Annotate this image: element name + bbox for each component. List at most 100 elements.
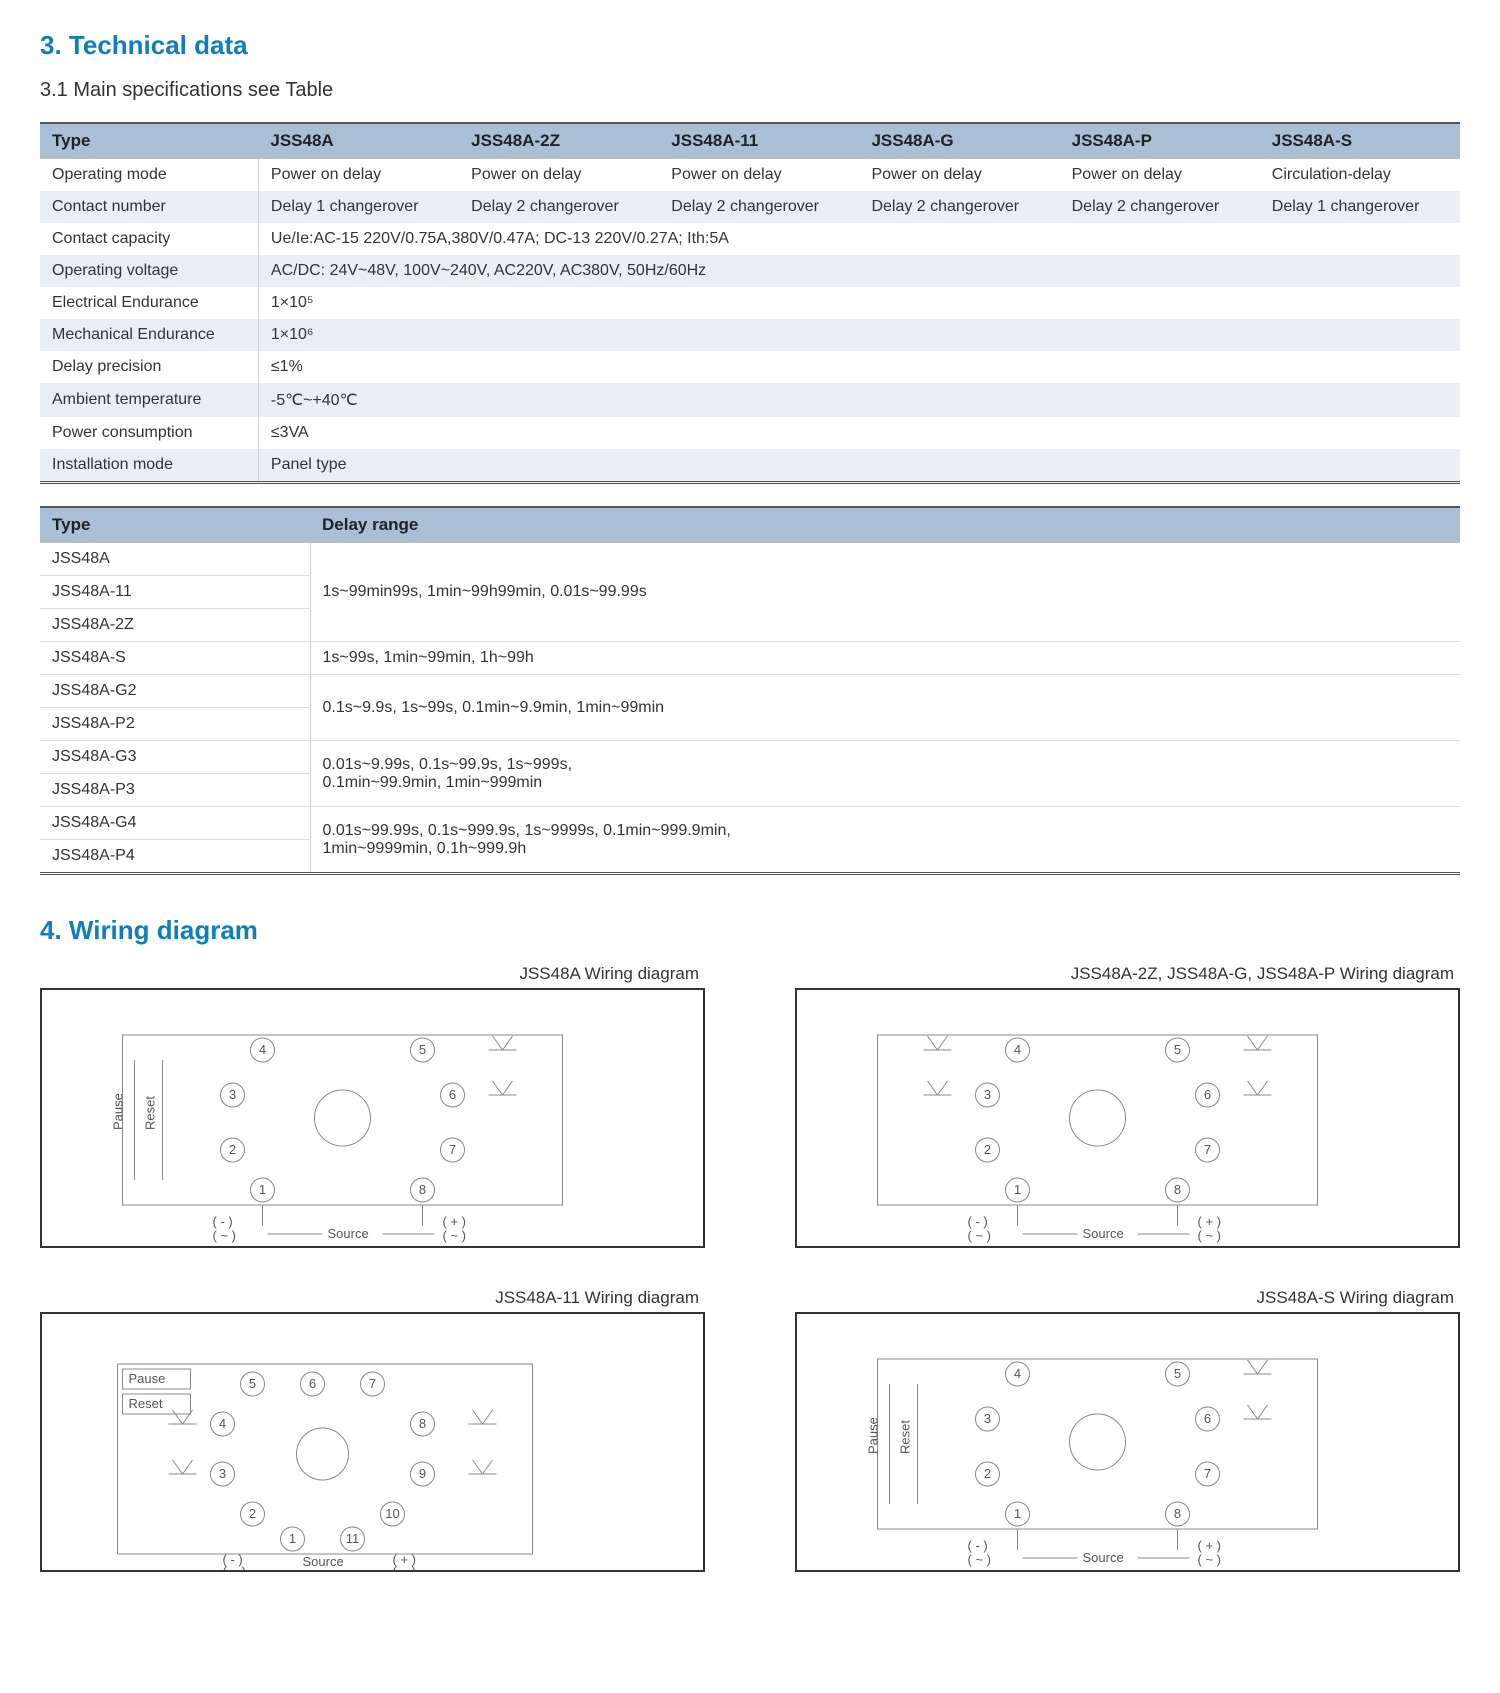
spec-row-value: Panel type <box>258 449 1460 483</box>
spec-row: Contact capacityUe/Ie:AC-15 220V/0.75A,3… <box>40 223 1460 255</box>
svg-text:8: 8 <box>419 1416 426 1431</box>
spec-row: Mechanical Endurance1×10⁶ <box>40 319 1460 351</box>
svg-text:( - ): ( - ) <box>213 1214 233 1229</box>
svg-text:8: 8 <box>1174 1182 1181 1197</box>
spec-row-label: Delay precision <box>40 351 258 383</box>
spec-row-label: Operating voltage <box>40 255 258 287</box>
svg-text:Pause: Pause <box>866 1417 881 1454</box>
range-type-cell: JSS48A-P3 <box>40 774 310 807</box>
spec-row-value: AC/DC: 24V~48V, 100V~240V, AC220V, AC380… <box>258 255 1460 287</box>
range-type-cell: JSS48A-P4 <box>40 840 310 874</box>
svg-text:( ~ ): ( ~ ) <box>443 1228 466 1243</box>
wiring-diagram-box: 45362718 PauseReset( - )( ~ )( + )( ~ )S… <box>795 1312 1460 1572</box>
wiring-diagram-grid: JSS48A Wiring diagram45362718 PauseReset… <box>40 964 1460 1572</box>
svg-text:Reset: Reset <box>898 1420 913 1454</box>
range-header-cell: Delay range <box>310 507 1460 543</box>
svg-text:8: 8 <box>419 1182 426 1197</box>
range-type-cell: JSS48A-2Z <box>40 609 310 642</box>
spec-row-label: Operating mode <box>40 159 258 192</box>
spec-header-cell: JSS48A-S <box>1260 123 1460 159</box>
svg-text:( ~ ): ( ~ ) <box>968 1552 991 1567</box>
range-row: JSS48A-G20.1s~9.9s, 1s~99s, 0.1min~9.9mi… <box>40 675 1460 708</box>
spec-row-value: Delay 2 changerover <box>459 191 659 223</box>
spec-row-label: Installation mode <box>40 449 258 483</box>
range-type-cell: JSS48A-11 <box>40 576 310 609</box>
svg-text:( ~ ): ( ~ ) <box>213 1228 236 1243</box>
range-value-cell: 0.01s~99.99s, 0.1s~999.9s, 1s~9999s, 0.1… <box>310 807 1460 874</box>
spec-row: Operating modePower on delayPower on del… <box>40 159 1460 192</box>
section3-subtitle: 3.1 Main specifications see Table <box>40 79 1460 102</box>
spec-header-cell: JSS48A-2Z <box>459 123 659 159</box>
wiring-diagram-box: 45362718 PauseReset( - )( ~ )( + )( ~ )S… <box>40 988 705 1248</box>
range-type-cell: JSS48A-G2 <box>40 675 310 708</box>
spec-header-cell: JSS48A <box>258 123 459 159</box>
range-type-cell: JSS48A-P2 <box>40 708 310 741</box>
spec-row: Ambient temperature-5℃~+40℃ <box>40 383 1460 417</box>
wiring-diagram: JSS48A-S Wiring diagram45362718 PauseRes… <box>795 1288 1460 1572</box>
svg-text:7: 7 <box>449 1142 456 1157</box>
spec-header-cell: JSS48A-G <box>859 123 1059 159</box>
delay-range-table: TypeDelay range JSS48A1s~99min99s, 1min~… <box>40 506 1460 875</box>
svg-text:6: 6 <box>449 1087 456 1102</box>
svg-text:5: 5 <box>1174 1042 1181 1057</box>
svg-text:1: 1 <box>1014 1182 1021 1197</box>
spec-row-value: Delay 2 changerover <box>1060 191 1260 223</box>
svg-text:1: 1 <box>1014 1506 1021 1521</box>
svg-text:2: 2 <box>984 1142 991 1157</box>
spec-header-cell: JSS48A-11 <box>659 123 859 159</box>
spec-row-value: Delay 1 changerover <box>1260 191 1460 223</box>
spec-row-value: ≤3VA <box>258 417 1460 449</box>
spec-row-value: Circulation-delay <box>1260 159 1460 192</box>
spec-row-label: Contact capacity <box>40 223 258 255</box>
svg-text:6: 6 <box>1204 1411 1211 1426</box>
wiring-diagram: JSS48A Wiring diagram45362718 PauseReset… <box>40 964 705 1248</box>
range-value-cell: 1s~99min99s, 1min~99h99min, 0.01s~99.99s <box>310 543 1460 642</box>
svg-text:10: 10 <box>385 1506 399 1521</box>
svg-text:7: 7 <box>1204 1466 1211 1481</box>
range-row: JSS48A1s~99min99s, 1min~99h99min, 0.01s~… <box>40 543 1460 576</box>
spec-row-label: Ambient temperature <box>40 383 258 417</box>
spec-row: Electrical Endurance1×10⁵ <box>40 287 1460 319</box>
svg-text:4: 4 <box>1014 1042 1021 1057</box>
range-value-cell: 0.1s~9.9s, 1s~99s, 0.1min~9.9min, 1min~9… <box>310 675 1460 741</box>
svg-text:2: 2 <box>984 1466 991 1481</box>
spec-row-value: Ue/Ie:AC-15 220V/0.75A,380V/0.47A; DC-13… <box>258 223 1460 255</box>
wiring-diagram-title: JSS48A-11 Wiring diagram <box>40 1288 705 1308</box>
svg-text:Pause: Pause <box>111 1093 126 1130</box>
spec-row-value: Power on delay <box>459 159 659 192</box>
svg-text:( ~ ): ( ~ ) <box>1198 1228 1221 1243</box>
wiring-diagram-box: 5674839210111 PauseReset( - )( + )( ~ )(… <box>40 1312 705 1572</box>
svg-text:( ~ ): ( ~ ) <box>1198 1552 1221 1567</box>
spec-row-label: Power consumption <box>40 417 258 449</box>
range-type-cell: JSS48A-S <box>40 642 310 675</box>
spec-row-label: Contact number <box>40 191 258 223</box>
wiring-diagram-box: 45362718 ( - )( ~ )( + )( ~ )Source <box>795 988 1460 1248</box>
spec-row-value: Delay 2 changerover <box>859 191 1059 223</box>
spec-row: Power consumption≤3VA <box>40 417 1460 449</box>
spec-row-value: Power on delay <box>1060 159 1260 192</box>
wiring-diagram-title: JSS48A-2Z, JSS48A-G, JSS48A-P Wiring dia… <box>795 964 1460 984</box>
svg-text:Reset: Reset <box>143 1096 158 1130</box>
spec-row-value: Delay 2 changerover <box>659 191 859 223</box>
range-header-cell: Type <box>40 507 310 543</box>
svg-text:5: 5 <box>1174 1366 1181 1381</box>
spec-row-label: Electrical Endurance <box>40 287 258 319</box>
svg-text:5: 5 <box>419 1042 426 1057</box>
wiring-diagram: JSS48A-2Z, JSS48A-G, JSS48A-P Wiring dia… <box>795 964 1460 1248</box>
svg-text:( ~ ): ( ~ ) <box>393 1564 416 1570</box>
svg-text:( ~ ): ( ~ ) <box>968 1228 991 1243</box>
range-row: JSS48A-G30.01s~9.99s, 0.1s~99.9s, 1s~999… <box>40 741 1460 774</box>
spec-row-value: -5℃~+40℃ <box>258 383 1460 417</box>
svg-text:2: 2 <box>229 1142 236 1157</box>
spec-row: Contact numberDelay 1 changeroverDelay 2… <box>40 191 1460 223</box>
svg-text:1: 1 <box>289 1531 296 1546</box>
spec-row-label: Mechanical Endurance <box>40 319 258 351</box>
svg-text:7: 7 <box>369 1376 376 1391</box>
svg-text:( + ): ( + ) <box>1198 1538 1221 1553</box>
range-row: JSS48A-S1s~99s, 1min~99min, 1h~99h <box>40 642 1460 675</box>
spec-row-value: Power on delay <box>258 159 459 192</box>
spec-row-value: 1×10⁶ <box>258 319 1460 351</box>
svg-text:3: 3 <box>229 1087 236 1102</box>
svg-text:( - ): ( - ) <box>968 1214 988 1229</box>
range-value-cell: 1s~99s, 1min~99min, 1h~99h <box>310 642 1460 675</box>
